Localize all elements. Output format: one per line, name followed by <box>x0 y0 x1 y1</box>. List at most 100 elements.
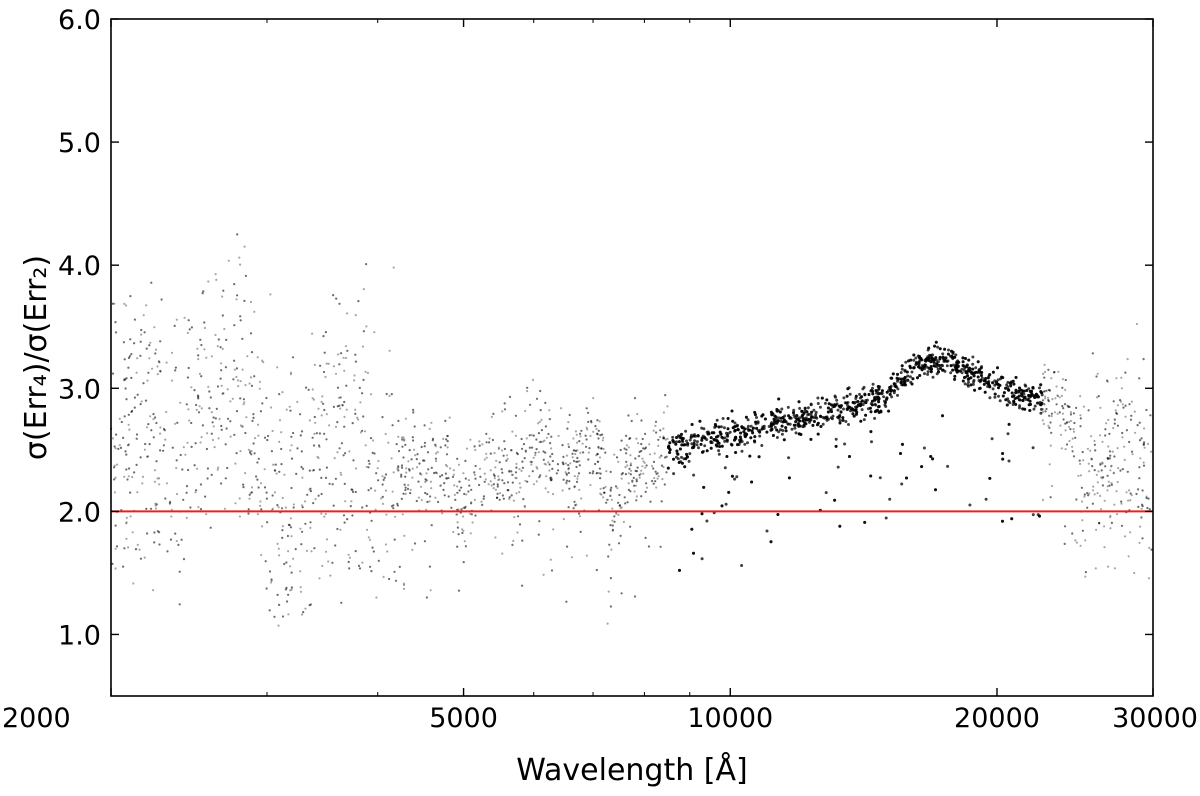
data-point <box>178 570 181 573</box>
data-point <box>185 403 188 406</box>
data-point <box>641 437 644 441</box>
data-point <box>490 415 493 418</box>
data-point <box>644 446 648 449</box>
data-point <box>291 356 295 359</box>
data-point <box>515 462 518 465</box>
data-point <box>628 437 631 440</box>
data-point <box>429 589 432 592</box>
data-point <box>578 512 581 515</box>
data-point <box>301 530 304 533</box>
data-point <box>601 433 604 436</box>
data-point <box>931 457 935 461</box>
data-point <box>457 589 461 592</box>
data-point <box>114 524 117 527</box>
data-point <box>645 464 648 467</box>
data-point <box>499 492 502 495</box>
data-point <box>556 463 560 466</box>
data-point <box>497 447 500 450</box>
data-point <box>396 502 399 505</box>
data-point <box>643 447 647 450</box>
data-point <box>625 452 628 455</box>
data-point <box>651 479 654 483</box>
data-point <box>243 245 246 248</box>
data-point <box>584 434 587 437</box>
data-point <box>909 366 912 370</box>
data-point <box>835 398 839 402</box>
data-point <box>863 393 867 397</box>
data-point <box>329 574 332 577</box>
data-point <box>410 458 413 461</box>
data-point <box>158 543 161 546</box>
data-point <box>313 432 316 435</box>
data-point <box>381 475 384 478</box>
data-point <box>510 494 513 497</box>
data-point <box>130 376 133 379</box>
data-point <box>492 483 495 486</box>
data-point <box>197 354 200 357</box>
data-point <box>717 449 721 453</box>
data-point <box>659 435 662 439</box>
data-point <box>367 466 370 469</box>
data-point <box>943 359 947 363</box>
data-point <box>139 340 142 343</box>
data-point <box>1129 492 1132 495</box>
data-point <box>277 547 280 550</box>
data-point <box>971 382 975 386</box>
data-point <box>308 469 311 472</box>
data-point <box>263 436 267 439</box>
data-point <box>1113 422 1116 425</box>
data-point <box>153 541 156 544</box>
data-point <box>419 472 422 475</box>
data-point <box>445 438 448 441</box>
data-point <box>594 462 597 466</box>
data-point <box>660 500 663 503</box>
data-point <box>607 555 610 558</box>
data-point <box>1087 409 1090 412</box>
data-point <box>978 386 982 390</box>
data-point <box>256 461 259 464</box>
data-point <box>1079 425 1082 428</box>
data-point <box>781 429 785 432</box>
data-point <box>858 392 861 396</box>
data-point <box>129 338 132 341</box>
data-point <box>1106 379 1109 382</box>
data-point <box>1079 462 1082 465</box>
data-point <box>406 487 410 490</box>
data-point <box>485 456 488 459</box>
data-point <box>562 463 565 466</box>
data-point <box>565 600 568 603</box>
data-point <box>579 435 582 438</box>
data-point <box>575 465 578 469</box>
data-point <box>353 379 356 382</box>
data-point <box>366 371 369 375</box>
data-point <box>781 416 785 419</box>
data-point <box>343 425 346 428</box>
data-point <box>473 445 476 448</box>
data-point <box>596 419 599 422</box>
data-point <box>1145 496 1148 500</box>
data-point <box>503 482 506 485</box>
data-point <box>949 371 953 375</box>
data-point <box>158 361 161 364</box>
data-point <box>805 410 809 414</box>
data-point <box>555 472 558 475</box>
data-point <box>1090 435 1093 438</box>
data-point <box>347 553 350 556</box>
data-point <box>119 446 123 449</box>
data-point <box>508 497 511 501</box>
data-point <box>988 373 992 377</box>
data-point <box>250 453 253 456</box>
data-point <box>203 321 206 324</box>
data-point <box>350 488 353 491</box>
data-point <box>1022 392 1026 396</box>
data-point <box>1096 481 1099 484</box>
data-point <box>678 568 681 572</box>
data-point <box>361 506 364 509</box>
data-point <box>318 432 321 435</box>
data-point <box>600 447 603 450</box>
data-point <box>1095 375 1098 378</box>
data-point <box>301 506 304 509</box>
data-point <box>409 488 412 491</box>
data-point <box>224 443 227 446</box>
data-point <box>319 364 322 367</box>
